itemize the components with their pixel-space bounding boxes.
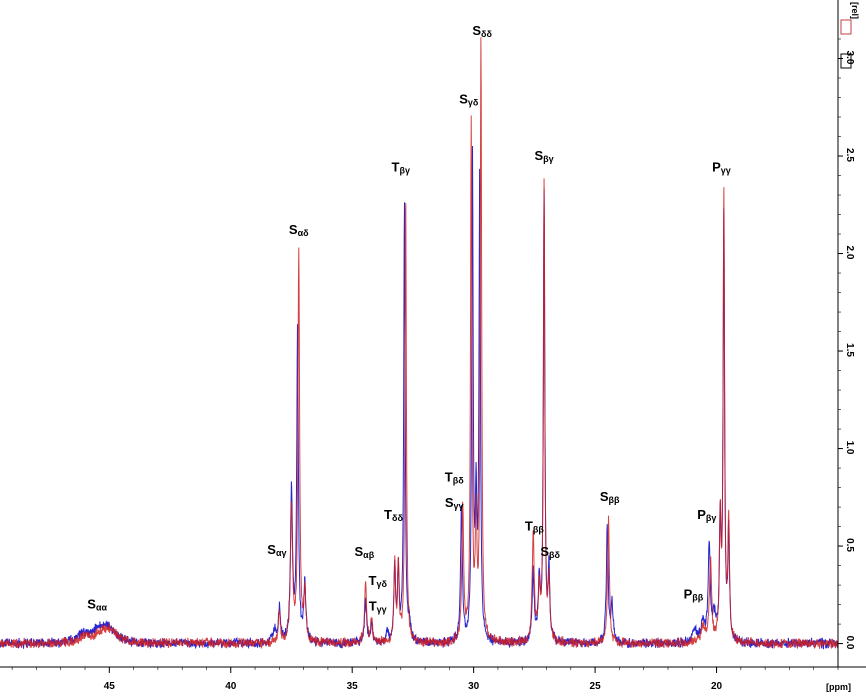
y-axis-label: [rel] [850,2,860,19]
peak-label-s-αβ: Sαβ [354,544,374,560]
peak-label-s-βγ: Sβγ [535,148,554,164]
spectrum-series-2 [0,37,839,649]
peak-label-t-γδ: Tγδ [368,573,387,589]
peak-label-s-αδ: Sαδ [289,222,309,238]
peak-label-s-αα: Sαα [87,596,107,612]
peak-label-t-γγ: Tγγ [369,598,387,614]
peak-label-s-δδ: Sδδ [472,23,492,39]
x-tick-label: 30 [468,681,480,692]
y-tick-label: 1.0 [844,441,855,455]
x-tick-label: 35 [347,681,359,692]
x-axis-label: [ppm] [826,682,851,692]
legend-marker-black [840,53,852,69]
y-tick-label: 2.5 [844,148,855,162]
peak-labels-layer: Sαα Sαγ Sαδ Sαβ Tγδ Tγγ Tδδ Tβγ Tβδ Sγγ Sγδ Sδδ Tββ S… [87,23,730,614]
peak-label-t-βγ: Tβγ [392,160,410,176]
y-tick-label: 1.5 [844,343,855,357]
y-tick-label: 3.0 [844,51,855,65]
spectra-layer [0,37,839,650]
peak-label-s-γδ: Sγδ [459,91,479,107]
x-tick-label: 45 [104,681,116,692]
y-tick-label: 0.0 [844,636,855,650]
peak-label-s-γγ: Sγγ [445,495,464,511]
peak-label-s-αγ: Sαγ [267,542,286,558]
peak-label-t-δδ: Tδδ [384,507,403,523]
peak-label-t-βδ: Tβδ [445,470,464,486]
peak-label-s-ββ: Sββ [600,489,620,505]
peak-label-s-βδ: Sβδ [540,544,560,560]
x-tick-label: 25 [590,681,602,692]
x-tick-label: 20 [711,681,723,692]
y-tick-label: 2.0 [844,246,855,260]
peak-label-t-ββ: Tββ [525,518,544,534]
y-tick-label: 0.5 [844,538,855,552]
peak-label-p-βγ: Pβγ [697,507,716,523]
peak-label-p-γγ: Pγγ [712,160,731,176]
peak-label-p-ββ: Pββ [684,587,704,603]
legend-marker-red [840,19,852,35]
x-tick-label: 40 [225,681,237,692]
